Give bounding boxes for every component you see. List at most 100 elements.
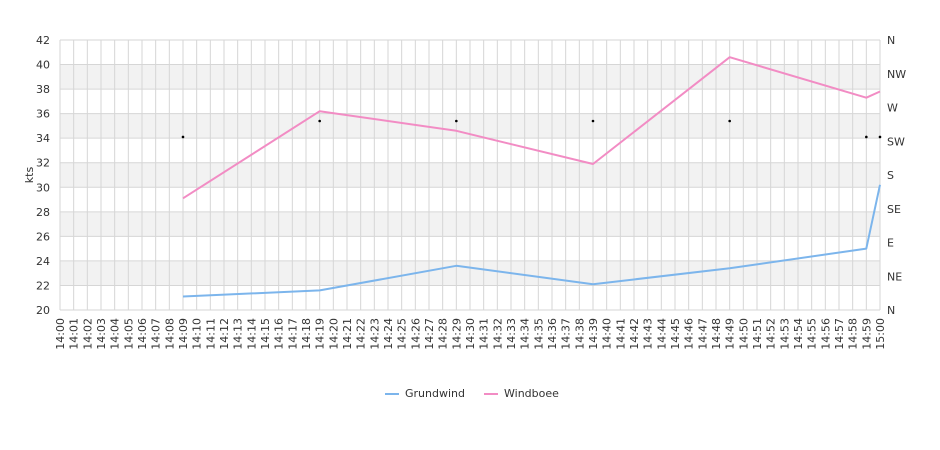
- direction-tick-label: N: [887, 34, 895, 47]
- x-tick-label: 14:29: [450, 318, 463, 350]
- x-tick-label: 14:00: [54, 318, 67, 350]
- x-tick-label: 14:52: [765, 318, 778, 350]
- x-tick-label: 14:09: [177, 318, 190, 350]
- x-tick-label: 14:15: [259, 318, 272, 350]
- x-tick-label: 14:33: [505, 318, 518, 350]
- direction-marker: [865, 135, 868, 139]
- x-tick-label: 14:39: [587, 318, 600, 350]
- x-tick-label: 14:41: [614, 318, 627, 350]
- y-axis-label: kts: [23, 167, 36, 184]
- x-tick-label: 14:54: [792, 318, 805, 350]
- direction-marker: [318, 119, 321, 123]
- direction-tick-label: SW: [887, 135, 905, 148]
- x-tick-label: 14:22: [355, 318, 368, 350]
- x-axis-tick-labels: 14:00 14:01 14:02 14:03 14:04 14:05 14:06 14:07…: [54, 318, 887, 350]
- direction-marker: [728, 119, 731, 123]
- x-tick-label: 14:45: [669, 318, 682, 350]
- direction-marker: [455, 119, 458, 123]
- x-tick-label: 14:56: [819, 318, 832, 350]
- direction-tick-label: W: [887, 102, 898, 115]
- x-tick-label: 14:26: [409, 318, 422, 350]
- x-tick-label: 14:01: [68, 318, 81, 350]
- x-tick-label: 14:49: [724, 318, 737, 350]
- y-axis-tick-labels: 20 22 24 26 28 30 32 34 36 38 40 42: [36, 34, 50, 317]
- x-tick-label: 14:08: [163, 318, 176, 350]
- direction-tick-label: NE: [887, 270, 902, 283]
- y-tick-label: 20: [36, 304, 50, 317]
- x-tick-label: 14:37: [560, 318, 573, 350]
- y-tick-label: 24: [36, 255, 50, 268]
- x-tick-label: 14:59: [860, 318, 873, 350]
- x-tick-label: 14:14: [245, 318, 258, 350]
- y-tick-label: 38: [36, 83, 50, 96]
- x-tick-label: 14:38: [573, 318, 586, 350]
- direction-tick-label: NW: [887, 68, 906, 81]
- x-tick-label: 14:19: [314, 318, 327, 350]
- x-tick-label: 15:00: [874, 318, 887, 350]
- x-tick-label: 14:05: [122, 318, 135, 350]
- series-line-windboee: [182, 56, 881, 200]
- x-tick-label: 14:18: [300, 318, 313, 350]
- direction-marker: [181, 135, 185, 139]
- y-tick-label: 34: [36, 132, 50, 145]
- direction-tick-label: E: [887, 237, 894, 250]
- x-tick-label: 14:16: [273, 318, 286, 350]
- direction-tick-label: S: [887, 169, 894, 182]
- y-tick-label: 36: [36, 108, 50, 121]
- x-tick-label: 14:06: [136, 318, 149, 350]
- x-tick-label: 14:42: [628, 318, 641, 350]
- x-tick-label: 14:11: [204, 318, 217, 350]
- direction-marker: [591, 119, 595, 123]
- x-tick-label: 14:43: [642, 318, 655, 350]
- y-tick-label: 26: [36, 230, 50, 243]
- legend-item-label[interactable]: Windboee: [504, 387, 559, 400]
- x-tick-label: 14:10: [191, 318, 204, 350]
- x-tick-label: 14:03: [95, 318, 108, 350]
- y-tick-label: 28: [36, 206, 50, 219]
- x-tick-label: 14:57: [833, 318, 846, 350]
- series-lines: [182, 56, 881, 298]
- legend-item-label[interactable]: Grundwind: [405, 387, 465, 400]
- horizontal-gridlines: [60, 39, 880, 311]
- x-tick-label: 14:07: [150, 318, 163, 350]
- direction-markers: [181, 119, 882, 139]
- x-tick-label: 14:13: [232, 318, 245, 350]
- x-tick-label: 14:35: [532, 318, 545, 350]
- x-tick-label: 14:40: [601, 318, 614, 350]
- y-tick-label: 30: [36, 181, 50, 194]
- x-tick-label: 14:46: [683, 318, 696, 350]
- x-tick-label: 14:44: [655, 318, 668, 350]
- x-tick-label: 14:36: [546, 318, 559, 350]
- x-tick-label: 14:47: [696, 318, 709, 350]
- x-tick-label: 14:24: [382, 318, 395, 350]
- y-tick-label: 42: [36, 34, 50, 47]
- legend: Grundwind Windboee: [385, 387, 559, 400]
- x-tick-label: 14:53: [778, 318, 791, 350]
- x-tick-label: 14:17: [286, 318, 299, 350]
- direction-marker: [878, 135, 882, 139]
- x-tick-label: 14:34: [519, 318, 532, 350]
- direction-tick-label: SE: [887, 203, 901, 216]
- direction-tick-label: N: [887, 304, 895, 317]
- y-tick-label: 32: [36, 157, 50, 170]
- x-tick-label: 14:21: [341, 318, 354, 350]
- x-tick-label: 14:02: [81, 318, 94, 350]
- x-tick-label: 14:51: [751, 318, 764, 350]
- x-tick-label: 14:12: [218, 318, 231, 350]
- y-tick-label: 22: [36, 279, 50, 292]
- x-tick-label: 14:23: [368, 318, 381, 350]
- x-tick-label: 14:50: [737, 318, 750, 350]
- vertical-gridlines: [59, 40, 881, 310]
- direction-axis-tick-labels: N NE E SE S SW W NW N: [887, 34, 906, 317]
- x-tick-label: 14:27: [423, 318, 436, 350]
- y-tick-label: 40: [36, 59, 50, 72]
- x-tick-label: 14:20: [327, 318, 340, 350]
- x-tick-label: 14:58: [847, 318, 860, 350]
- x-tick-label: 14:04: [109, 318, 122, 350]
- x-tick-label: 14:30: [464, 318, 477, 350]
- series-line-grundwind: [182, 184, 881, 298]
- x-tick-label: 14:32: [491, 318, 504, 350]
- x-tick-label: 14:28: [437, 318, 450, 350]
- x-tick-label: 14:31: [478, 318, 491, 350]
